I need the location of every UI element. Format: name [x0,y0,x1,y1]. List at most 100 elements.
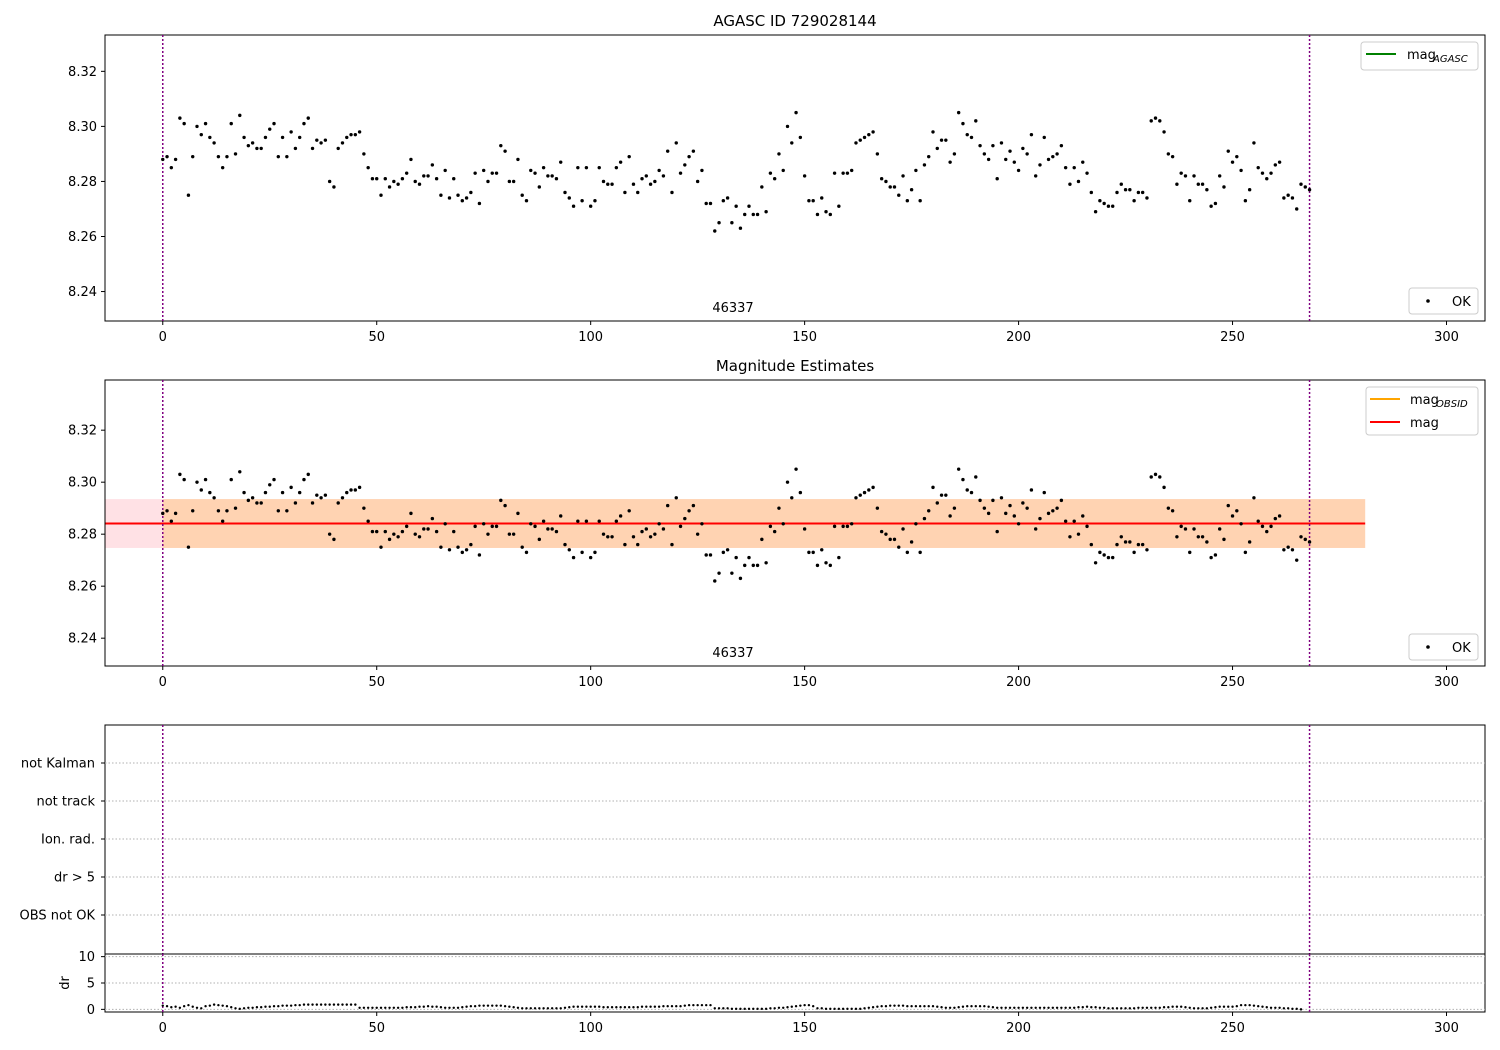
data-point [627,1006,631,1009]
data-point [687,509,691,513]
data-point [704,553,708,557]
data-point [559,160,563,164]
y-tick-label: 0 [87,1003,95,1018]
data-point [1021,146,1025,151]
data-point [678,524,683,529]
data-point [815,563,820,568]
data-point [358,1006,361,1009]
panel-agasc-legend-top: mag AGASC [1360,41,1479,71]
data-point [345,135,349,140]
data-point [1077,1006,1080,1009]
data-point [294,1003,297,1007]
data-point [550,527,554,531]
data-point [225,154,229,159]
data-point [901,174,905,178]
data-point [1278,1006,1281,1009]
data-point [1085,171,1089,175]
data-point [657,1005,661,1008]
data-point [687,154,691,159]
data-point [829,1007,832,1011]
data-point [747,555,751,560]
data-point [879,176,884,181]
data-point [439,1006,443,1009]
data-point [362,152,366,156]
data-point [833,1007,836,1011]
data-point [1098,550,1102,555]
data-point [601,179,606,184]
y-tick-label: 8.32 [68,65,97,80]
data-point [730,1007,734,1011]
data-point [705,1003,708,1007]
data-point [1217,174,1222,178]
data-point [696,1003,699,1007]
data-point [533,171,537,175]
data-point [387,185,392,189]
data-point [315,1003,319,1006]
data-point [1247,187,1252,192]
data-point [991,498,995,503]
data-point [914,522,918,526]
y-tick-label: 8.30 [68,476,97,491]
data-point [1008,503,1012,508]
y-tick-label: 8.32 [68,424,97,439]
data-point [1269,524,1273,529]
data-point [546,1007,550,1010]
data-point [413,179,417,184]
data-point [285,509,289,513]
data-point [1205,540,1209,544]
data-point [695,532,700,536]
data-point [302,1003,306,1006]
data-point [1090,1006,1093,1009]
data-point [1089,190,1094,195]
data-point [918,199,922,203]
data-point [769,1007,772,1010]
data-point [743,1007,746,1011]
data-point [1060,1006,1063,1009]
data-point [345,1003,348,1006]
data-point [1188,550,1192,555]
data-point [991,1006,995,1009]
data-point [1034,1006,1037,1009]
data-point [554,529,559,534]
data-point [837,1007,841,1011]
data-point [259,1006,263,1009]
data-point [392,532,396,536]
data-point [841,1007,845,1011]
data-point [1076,532,1081,536]
data-point [983,1005,986,1008]
data-point [922,516,927,521]
data-point [918,1005,922,1008]
x-tick-label: 150 [792,1021,817,1036]
data-point [734,555,738,560]
x-tick-label: 300 [1434,330,1459,345]
data-point [807,550,811,555]
data-point [307,1003,310,1006]
data-point [1008,149,1012,153]
data-point [893,1004,896,1007]
data-point [1076,179,1081,184]
data-point [910,1005,913,1008]
x-tick-label: 0 [159,675,167,690]
data-point [1128,187,1132,192]
panel-agasc-legend-bottom: OK [1408,287,1479,315]
data-point [773,1007,776,1010]
data-point [1055,152,1059,156]
data-point [914,168,918,173]
data-point [1033,527,1038,531]
data-point [414,1006,417,1009]
data-point [422,1005,425,1008]
data-point [1307,540,1312,544]
data-point [815,212,820,217]
legend-marker-ok [1426,645,1430,649]
data-point [811,550,815,555]
data-point [1004,157,1008,162]
data-point [820,1007,823,1010]
data-point [683,163,687,167]
data-point [713,579,717,583]
data-point [370,176,375,181]
data-point [956,110,961,115]
data-point [1273,516,1278,521]
data-point [251,1006,254,1009]
data-point [1265,1006,1268,1009]
data-point [225,509,229,513]
